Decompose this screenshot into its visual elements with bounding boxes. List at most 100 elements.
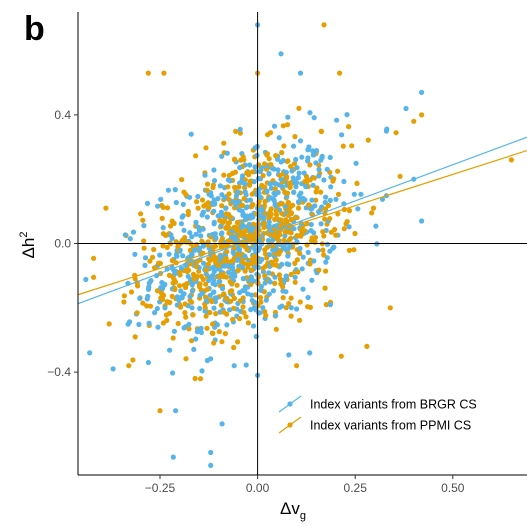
- ppmi-point: [341, 226, 347, 232]
- ppmi-point: [351, 247, 357, 253]
- ppmi-point: [221, 140, 227, 146]
- ppmi-point: [297, 317, 303, 323]
- brgr-point: [235, 256, 241, 262]
- brgr-point: [247, 162, 253, 168]
- brgr-point: [207, 292, 213, 298]
- ppmi-point: [328, 229, 334, 235]
- ppmi-point: [144, 303, 150, 309]
- brgr-point: [257, 259, 263, 265]
- brgr-point: [199, 368, 205, 374]
- ppmi-point: [250, 221, 256, 227]
- brgr-point: [384, 126, 390, 132]
- ppmi-point: [238, 232, 244, 238]
- ppmi-point: [307, 261, 313, 267]
- brgr-point: [316, 173, 322, 179]
- ppmi-point: [272, 186, 278, 192]
- ppmi-point: [283, 305, 289, 311]
- brgr-point: [310, 148, 316, 154]
- ppmi-point: [335, 211, 341, 217]
- ppmi-point: [255, 221, 261, 227]
- brgr-point: [200, 243, 206, 249]
- ppmi-point: [235, 251, 241, 257]
- brgr-point: [237, 290, 243, 296]
- brgr-point: [144, 296, 150, 302]
- brgr-point: [284, 261, 290, 267]
- brgr-point: [291, 143, 297, 149]
- ppmi-point: [280, 123, 286, 129]
- ppmi-point: [121, 299, 127, 305]
- ppmi-point: [346, 124, 352, 130]
- brgr-point: [136, 321, 142, 328]
- ppmi-point: [222, 331, 228, 337]
- brgr-point: [257, 168, 263, 175]
- brgr-point: [272, 181, 278, 187]
- brgr-point: [327, 248, 333, 254]
- brgr-point: [266, 223, 272, 229]
- ppmi-point: [288, 313, 294, 319]
- brgr-point: [235, 189, 241, 195]
- brgr-point: [152, 310, 158, 316]
- brgr-point: [311, 115, 317, 121]
- brgr-point: [266, 291, 272, 297]
- brgr-point: [324, 166, 330, 172]
- ppmi-point: [321, 252, 327, 258]
- y-tick-label: 0.4: [54, 108, 71, 122]
- ppmi-point: [141, 245, 147, 251]
- brgr-point: [173, 408, 179, 414]
- brgr-point: [178, 288, 184, 294]
- ppmi-point: [204, 187, 210, 193]
- brgr-point: [303, 184, 309, 190]
- brgr-point: [211, 219, 217, 225]
- ppmi-point: [297, 299, 303, 305]
- x-tick-label: −0.25: [145, 481, 176, 495]
- ppmi-point: [284, 122, 291, 128]
- ppmi-point: [277, 276, 284, 282]
- ppmi-point: [192, 375, 198, 382]
- ppmi-point: [320, 247, 326, 253]
- brgr-point: [208, 193, 214, 199]
- brgr-point: [165, 187, 171, 193]
- ppmi-point: [161, 70, 167, 76]
- ppmi-point: [290, 202, 296, 208]
- brgr-point: [297, 70, 304, 76]
- ppmi-point: [185, 211, 191, 218]
- brgr-point: [330, 245, 336, 251]
- ppmi-point: [297, 250, 303, 256]
- ppmi-point: [280, 295, 286, 301]
- brgr-point: [170, 370, 176, 376]
- ppmi-point: [231, 305, 237, 311]
- ppmi-point: [157, 260, 163, 266]
- brgr-point: [225, 262, 232, 269]
- brgr-point: [271, 190, 277, 196]
- brgr-point: [266, 170, 272, 176]
- brgr-point: [292, 274, 298, 280]
- brgr-point: [351, 191, 357, 197]
- ppmi-point: [172, 286, 178, 293]
- ppmi-point: [284, 158, 290, 164]
- brgr-point: [222, 195, 228, 201]
- brgr-point: [301, 170, 307, 176]
- ppmi-point: [147, 258, 153, 264]
- brgr-point: [295, 175, 301, 181]
- brgr-point: [327, 154, 333, 161]
- brgr-point: [236, 207, 242, 213]
- brgr-point: [187, 294, 193, 300]
- brgr-point: [193, 219, 199, 225]
- legend-label: Index variants from PPMI CS: [310, 419, 471, 433]
- brgr-point: [240, 276, 246, 282]
- brgr-point: [268, 185, 274, 191]
- ppmi-point: [205, 200, 211, 206]
- brgr-point: [242, 189, 248, 195]
- brgr-point: [323, 194, 329, 200]
- ppmi-point: [333, 232, 339, 238]
- ppmi-point: [169, 218, 175, 224]
- brgr-point: [179, 214, 185, 220]
- brgr-point: [311, 258, 317, 264]
- ppmi-point: [256, 162, 262, 168]
- brgr-point: [318, 157, 324, 163]
- ppmi-point: [235, 267, 241, 273]
- ppmi-point: [216, 263, 222, 269]
- brgr-point: [191, 346, 197, 352]
- ppmi-point: [289, 217, 295, 223]
- ppmi-point: [236, 184, 242, 190]
